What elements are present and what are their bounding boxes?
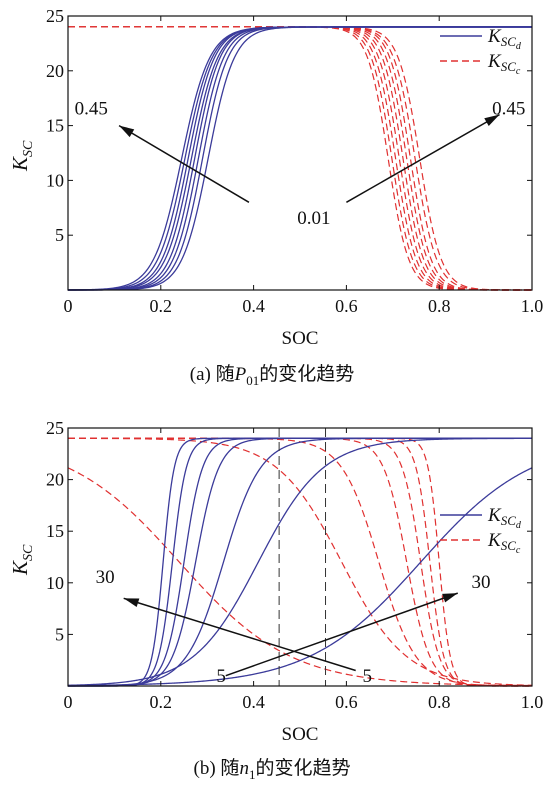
legend-label-d: KSCd: [487, 26, 522, 52]
plot-frame: [67, 427, 533, 687]
x-tick-label: 0.2: [150, 692, 173, 712]
annotation-label-2: 5: [216, 666, 226, 687]
legend-label-d: KSCd: [487, 505, 522, 531]
discharge-curve-7: [68, 26, 532, 291]
trend-arrow-head-1: [484, 114, 500, 126]
x-tick-label: 0: [64, 296, 73, 316]
charge-curve-5: [67, 437, 533, 686]
discharge-curve-2: [68, 26, 532, 291]
charge-curve-3: [68, 26, 532, 291]
y-tick-label: 25: [46, 418, 64, 438]
panel-caption: (b) 随n1的变化趋势: [194, 757, 351, 782]
annotation-label-1: 30: [471, 572, 490, 593]
annotation-label-0: 0.45: [75, 99, 108, 120]
trend-arrow-0: [123, 597, 356, 672]
charge-curve-2: [68, 26, 532, 291]
x-axis-label: SOC: [282, 328, 319, 349]
discharge-curve-1: [67, 26, 532, 291]
y-tick-label: 10: [46, 573, 64, 593]
y-tick-label: 5: [55, 624, 64, 644]
legend-label-c: KSCc: [487, 51, 521, 77]
x-tick-label: 0.6: [335, 692, 358, 712]
discharge-curve-5: [67, 437, 533, 686]
annotation-label-0: 30: [96, 567, 115, 588]
y-tick-label: 10: [46, 170, 64, 190]
y-tick-label: 20: [46, 61, 64, 81]
discharge-curve-6: [68, 26, 532, 291]
charge-curve-5: [68, 26, 532, 291]
trend-arrow-head-1: [442, 593, 458, 603]
annotation-label-3: 5: [363, 666, 373, 687]
discharge-curve-0: [67, 26, 532, 291]
trend-arrow-head-0: [123, 598, 140, 608]
discharge-curve-5: [68, 26, 532, 291]
charge-curve-8: [68, 26, 532, 291]
annotation-label-2: 0.01: [297, 208, 330, 229]
discharge-curve-6: [67, 467, 533, 687]
panel-caption: (a) 随P01的变化趋势: [190, 363, 354, 388]
trend-arrow-head-0: [119, 125, 135, 138]
x-tick-label: 0.8: [428, 692, 451, 712]
y-tick-label: 15: [46, 116, 64, 136]
y-tick-label: 5: [55, 225, 64, 245]
trend-arrow-1: [225, 592, 459, 677]
discharge-curve-3: [68, 26, 532, 291]
x-tick-label: 1.0: [521, 692, 544, 712]
charge-curve-4: [68, 26, 532, 291]
plot-frame: [67, 15, 533, 291]
y-axis-label: KSC: [8, 544, 36, 576]
y-tick-label: 15: [46, 521, 64, 541]
panel-b: 0 0.2 0.4 0.6 0.8 1.0 5 10 15 20 25 SOC KSC 30 30 5 5 KSC…: [8, 418, 543, 782]
charge-curve-1: [68, 26, 532, 291]
charge-curve-7: [68, 26, 533, 291]
y-axis-label: KSC: [8, 140, 36, 172]
legend-label-c: KSCc: [487, 530, 521, 556]
trend-arrow-0: [118, 124, 250, 203]
annotation-label-1: 0.45: [492, 99, 525, 120]
charge-curve-6: [68, 26, 532, 291]
x-tick-label: 0.6: [335, 296, 358, 316]
x-tick-label: 0.8: [428, 296, 451, 316]
x-tick-label: 0.4: [242, 296, 265, 316]
x-tick-label: 0.4: [242, 692, 265, 712]
discharge-curve-4: [68, 26, 532, 291]
panel-a: 0 0.2 0.4 0.6 0.8 1.0 5 10 15 20 25 SOC KSC 0.45 0.45 0…: [8, 6, 543, 388]
y-tick-label: 25: [46, 6, 64, 26]
x-tick-label: 0: [64, 692, 73, 712]
x-tick-label: 0.2: [150, 296, 173, 316]
y-tick-label: 20: [46, 470, 64, 490]
charge-curve-0: [68, 26, 532, 291]
x-axis-label: SOC: [282, 724, 319, 745]
trend-arrow-1: [346, 113, 500, 203]
x-tick-label: 1.0: [521, 296, 544, 316]
